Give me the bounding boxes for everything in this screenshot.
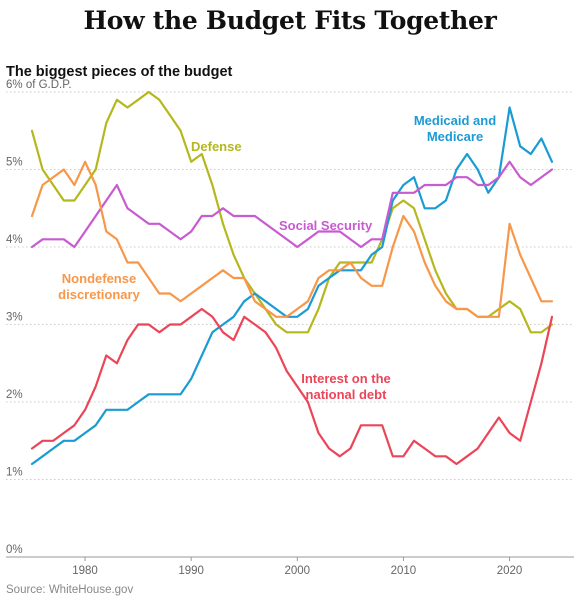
series-line-social-security bbox=[30, 160, 554, 249]
series-label-line: Nondefense bbox=[62, 271, 136, 286]
series-label-line: Interest on the bbox=[301, 371, 391, 386]
x-tick-label: 2010 bbox=[391, 565, 417, 577]
series-label-line: Medicaid and bbox=[414, 113, 496, 128]
series-label-line: national debt bbox=[306, 387, 388, 402]
series-label-line: Medicare bbox=[427, 129, 483, 144]
series-label-interest-on-the-national-debt: Interest on the national debt bbox=[301, 371, 391, 402]
y-tick-label: 2% bbox=[6, 389, 23, 401]
gridlines bbox=[6, 91, 574, 558]
series-label-defense: Defense bbox=[191, 139, 242, 154]
series-labels: Defense Medicaid and Medicare Social Securi… bbox=[58, 113, 496, 402]
y-tick-label: 3% bbox=[6, 312, 23, 324]
y-tick-label: 4% bbox=[6, 234, 23, 246]
y-tick-label: 6% of G.D.P. bbox=[6, 79, 72, 91]
series-label-social-security: Social Security bbox=[279, 218, 373, 233]
series-line-nondefense-discretionary bbox=[30, 160, 554, 318]
series-line-medicaid-and-medicare bbox=[30, 106, 554, 466]
y-tick-label: 0% bbox=[6, 544, 23, 556]
series-label-line: Defense bbox=[191, 139, 242, 154]
y-tick-label: 1% bbox=[6, 467, 23, 479]
x-tick-label: 1990 bbox=[178, 565, 204, 577]
series-label-line: discretionary bbox=[58, 287, 140, 302]
y-tick-label: 5% bbox=[6, 157, 23, 169]
series-label-medicaid-and-medicare: Medicaid and Medicare bbox=[414, 113, 496, 144]
series-lines bbox=[30, 90, 554, 466]
x-tick-label: 1980 bbox=[72, 565, 98, 577]
x-tick-label: 2020 bbox=[497, 565, 523, 577]
y-axis-labels: 0% 1% 2% 3% 4% 5% 6% of G.D.P. bbox=[6, 79, 72, 556]
series-label-nondefense-discretionary: Nondefense discretionary bbox=[58, 271, 140, 302]
x-axis-labels: 1980 1990 2000 2010 2020 bbox=[72, 557, 522, 577]
x-tick-label: 2000 bbox=[285, 565, 311, 577]
source-note: Source: WhiteHouse.gov bbox=[6, 584, 134, 596]
series-line-interest-on-the-national-debt bbox=[30, 307, 554, 466]
chart-subtitle: The biggest pieces of the budget bbox=[6, 64, 233, 80]
chart-title: How the Budget Fits Together bbox=[83, 6, 497, 35]
series-label-line: Social Security bbox=[279, 218, 373, 233]
